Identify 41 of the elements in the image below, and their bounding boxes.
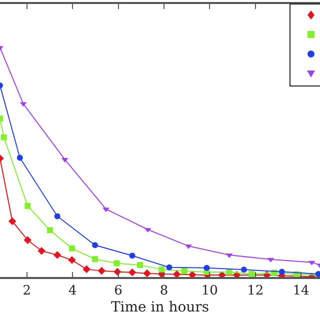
point xyxy=(240,266,247,273)
x-tick-label: 4 xyxy=(68,284,77,299)
point xyxy=(188,270,196,277)
point xyxy=(278,268,285,275)
x-tick-label: 10 xyxy=(201,284,218,299)
point xyxy=(143,269,151,277)
point xyxy=(114,260,120,266)
point xyxy=(68,245,75,252)
point xyxy=(166,264,172,270)
point xyxy=(47,227,54,234)
point xyxy=(128,268,136,276)
point xyxy=(102,208,110,212)
point xyxy=(68,256,76,264)
point xyxy=(8,217,16,226)
point xyxy=(158,266,165,272)
point xyxy=(82,265,90,274)
point xyxy=(0,134,7,140)
point xyxy=(54,213,60,220)
point xyxy=(248,271,255,277)
point xyxy=(98,266,106,275)
point xyxy=(129,252,136,259)
point xyxy=(114,268,122,276)
x-tick-label: 8 xyxy=(160,284,168,299)
point xyxy=(226,268,232,275)
point xyxy=(38,246,46,255)
x-tick-label: 6 xyxy=(114,284,122,299)
point xyxy=(218,271,226,277)
point xyxy=(181,268,188,274)
x-tick-label: 14 xyxy=(292,284,310,299)
point xyxy=(16,154,23,161)
x-tick-label: 2 xyxy=(22,284,32,299)
point xyxy=(92,256,98,262)
point xyxy=(204,264,210,271)
point xyxy=(172,270,181,277)
point xyxy=(24,236,32,244)
point xyxy=(53,251,62,259)
x-axis-title: Time in hours xyxy=(110,299,210,316)
x-tick-label: 12 xyxy=(247,284,264,299)
point xyxy=(24,202,31,209)
point xyxy=(137,262,144,268)
point xyxy=(92,242,98,248)
